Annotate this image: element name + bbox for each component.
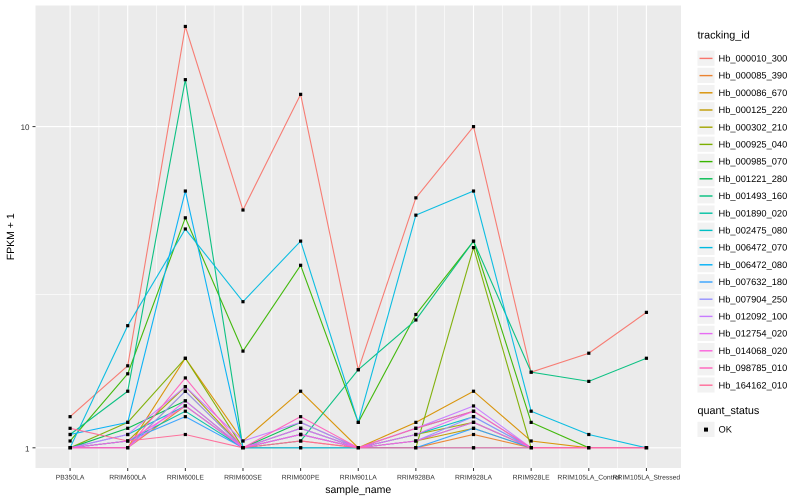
svg-text:Hb_000086_670: Hb_000086_670 <box>719 88 788 98</box>
svg-text:Hb_007632_180: Hb_007632_180 <box>719 277 788 287</box>
svg-text:10: 10 <box>21 123 30 132</box>
svg-text:OK: OK <box>719 425 733 435</box>
svg-text:FPKM + 1: FPKM + 1 <box>5 213 17 260</box>
svg-text:Hb_000302_210: Hb_000302_210 <box>719 122 788 132</box>
svg-text:1: 1 <box>25 444 30 453</box>
svg-text:tracking_id: tracking_id <box>698 30 750 42</box>
svg-text:sample_name: sample_name <box>325 484 391 496</box>
svg-text:Hb_012754_020: Hb_012754_020 <box>719 329 788 339</box>
svg-text:RRIM600LA: RRIM600LA <box>109 475 146 482</box>
svg-text:Hb_014068_020: Hb_014068_020 <box>719 346 788 356</box>
svg-text:RRIM600SE: RRIM600SE <box>224 475 262 482</box>
svg-text:Hb_007904_250: Hb_007904_250 <box>719 294 788 304</box>
svg-text:RRIM928LA: RRIM928LA <box>455 475 492 482</box>
svg-text:Hb_006472_080: Hb_006472_080 <box>719 260 788 270</box>
svg-text:Hb_098785_010: Hb_098785_010 <box>719 363 788 373</box>
svg-text:Hb_002475_080: Hb_002475_080 <box>719 226 788 236</box>
svg-text:Hb_000985_070: Hb_000985_070 <box>719 157 788 167</box>
svg-text:Hb_000925_040: Hb_000925_040 <box>719 140 788 150</box>
svg-text:RRIM928LE: RRIM928LE <box>513 475 550 482</box>
svg-text:Hb_000010_300: Hb_000010_300 <box>719 54 788 64</box>
svg-text:Hb_000125_220: Hb_000125_220 <box>719 105 788 115</box>
svg-text:RRIM105LA_Stressed: RRIM105LA_Stressed <box>613 475 681 482</box>
svg-text:RRIM928BA: RRIM928BA <box>397 475 435 482</box>
svg-text:Hb_012092_100: Hb_012092_100 <box>719 312 788 322</box>
svg-text:Hb_001221_280: Hb_001221_280 <box>719 174 788 184</box>
svg-text:RRIM105LA_Control: RRIM105LA_Control <box>557 475 620 482</box>
svg-text:Hb_164162_010: Hb_164162_010 <box>719 380 788 390</box>
svg-text:PB350LA: PB350LA <box>56 475 85 482</box>
svg-text:Hb_001493_160: Hb_001493_160 <box>719 191 788 201</box>
svg-text:quant_status: quant_status <box>698 405 760 417</box>
svg-text:RRIM600LE: RRIM600LE <box>167 475 204 482</box>
svg-text:Hb_001890_020: Hb_001890_020 <box>719 208 788 218</box>
svg-text:RRIM901LA: RRIM901LA <box>340 475 377 482</box>
svg-text:Hb_000085_390: Hb_000085_390 <box>719 71 788 81</box>
svg-text:RRIM600PE: RRIM600PE <box>282 475 320 482</box>
svg-text:Hb_006472_070: Hb_006472_070 <box>719 243 788 253</box>
